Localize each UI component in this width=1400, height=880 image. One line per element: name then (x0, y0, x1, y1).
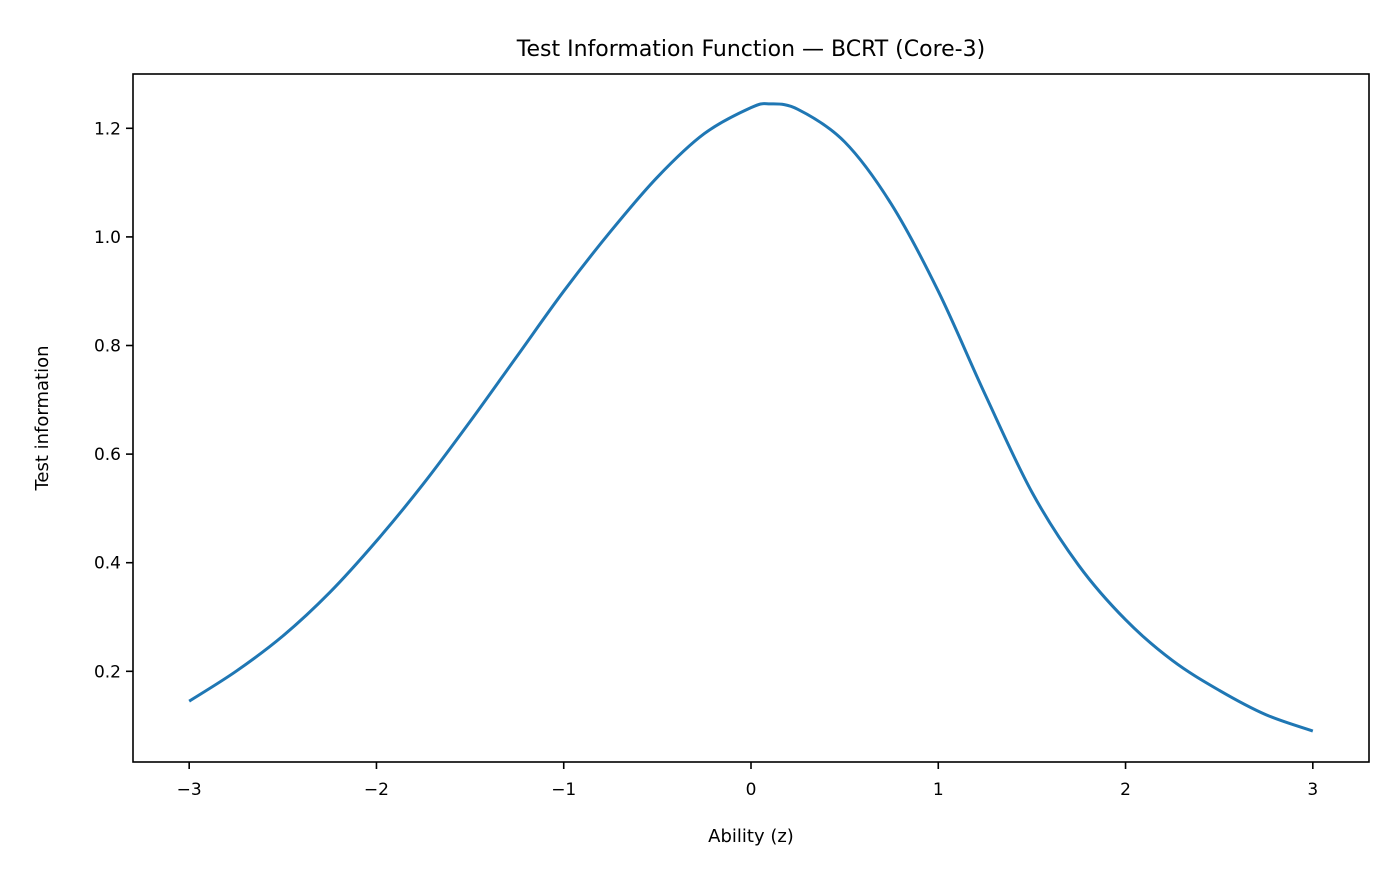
chart-title: Test Information Function — BCRT (Core-3… (516, 37, 985, 62)
x-tick-label: 0 (746, 780, 757, 800)
x-axis: −3 −2 −1 0 1 2 3 (177, 762, 1318, 800)
x-tick-label: 3 (1307, 780, 1318, 800)
x-tick-label: 1 (933, 780, 944, 800)
y-tick-label: 1.0 (94, 228, 121, 248)
plot-frame (132, 73, 1370, 763)
x-axis-label: Ability (z) (708, 826, 794, 847)
y-axis: 0.2 0.4 0.6 0.8 1.0 1.2 (94, 119, 133, 682)
series-line-0 (188, 102, 1314, 733)
x-tick-label: 2 (1120, 780, 1131, 800)
y-tick-label: 0.8 (94, 337, 121, 357)
y-axis-label: Test information (32, 345, 53, 491)
y-tick-label: 0.4 (94, 554, 121, 574)
x-tick-label: −2 (364, 780, 389, 800)
plot-area (188, 102, 1314, 733)
y-tick-label: 0.6 (94, 445, 121, 465)
x-tick-label: −3 (177, 780, 202, 800)
y-tick-label: 0.2 (94, 662, 121, 682)
y-tick-label: 1.2 (94, 119, 121, 139)
x-tick-label: −1 (551, 780, 576, 800)
